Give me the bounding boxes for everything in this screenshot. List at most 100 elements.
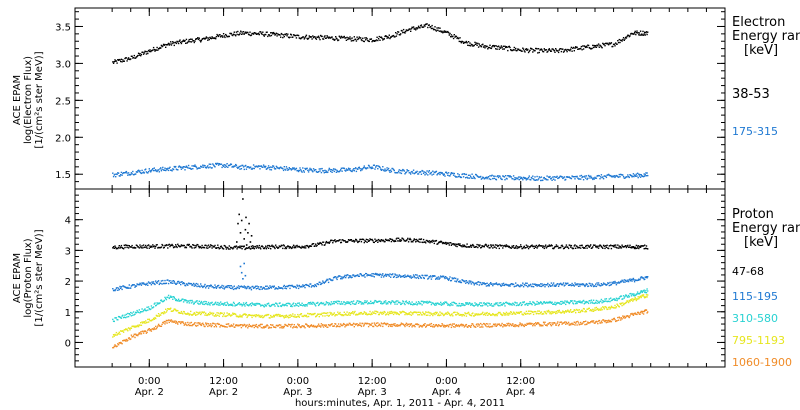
data-point bbox=[295, 287, 298, 289]
data-point bbox=[266, 313, 268, 316]
data-point bbox=[487, 305, 489, 307]
data-point bbox=[615, 284, 618, 286]
data-point bbox=[174, 246, 176, 248]
data-point bbox=[150, 308, 152, 310]
data-point bbox=[283, 35, 285, 38]
data-point bbox=[342, 314, 345, 317]
data-point bbox=[172, 244, 174, 247]
data-point bbox=[611, 299, 613, 301]
data-point bbox=[365, 240, 367, 243]
data-point bbox=[472, 304, 474, 306]
data-point bbox=[370, 300, 372, 302]
data-point bbox=[360, 303, 363, 305]
data-point bbox=[642, 245, 645, 247]
data-point bbox=[522, 286, 525, 288]
data-point bbox=[170, 41, 172, 43]
data-point bbox=[616, 299, 618, 302]
data-point bbox=[417, 303, 419, 305]
data-point bbox=[247, 166, 249, 168]
data-point bbox=[471, 173, 473, 175]
data-point bbox=[465, 177, 467, 179]
data-point bbox=[124, 329, 126, 331]
data-point bbox=[412, 169, 415, 171]
data-point bbox=[355, 170, 358, 173]
data-point bbox=[519, 176, 521, 178]
data-point bbox=[584, 301, 586, 303]
data-point bbox=[576, 302, 578, 305]
data-point bbox=[128, 284, 130, 286]
data-point bbox=[260, 316, 263, 318]
data-point bbox=[210, 37, 213, 40]
data-point bbox=[427, 278, 429, 280]
data-point bbox=[369, 302, 371, 305]
data-point bbox=[194, 322, 196, 324]
data-point bbox=[353, 311, 355, 314]
data-point bbox=[578, 301, 580, 303]
data-point bbox=[557, 177, 559, 180]
data-point bbox=[584, 311, 586, 313]
data-point bbox=[147, 172, 149, 174]
data-point bbox=[132, 247, 135, 249]
data-point bbox=[227, 285, 230, 287]
data-point bbox=[294, 314, 296, 316]
data-point bbox=[244, 32, 246, 34]
data-point bbox=[340, 169, 342, 171]
data-point bbox=[462, 304, 465, 306]
data-point bbox=[303, 284, 305, 287]
data-point bbox=[166, 169, 168, 171]
data-point bbox=[502, 245, 505, 247]
data-point bbox=[151, 246, 153, 248]
data-point bbox=[450, 242, 452, 244]
data-point bbox=[135, 247, 137, 249]
data-point bbox=[448, 313, 450, 315]
data-point bbox=[501, 46, 503, 48]
data-point bbox=[210, 323, 212, 325]
data-point bbox=[610, 42, 613, 44]
data-point bbox=[140, 324, 143, 326]
data-point bbox=[605, 306, 607, 308]
data-point bbox=[403, 302, 405, 305]
data-point bbox=[468, 280, 470, 282]
data-point bbox=[217, 162, 219, 165]
data-point bbox=[505, 175, 507, 177]
data-point bbox=[355, 239, 358, 241]
data-point bbox=[529, 310, 531, 312]
data-point bbox=[129, 329, 131, 331]
data-point bbox=[117, 59, 119, 61]
data-point bbox=[622, 245, 624, 248]
data-point bbox=[552, 282, 555, 284]
data-point bbox=[583, 303, 585, 305]
data-point bbox=[116, 173, 118, 176]
data-point bbox=[153, 167, 155, 169]
data-point bbox=[554, 311, 556, 313]
data-point bbox=[627, 300, 629, 303]
data-point bbox=[151, 319, 153, 321]
data-point bbox=[598, 46, 600, 48]
data-point bbox=[384, 301, 386, 304]
data-point bbox=[125, 340, 127, 342]
data-point bbox=[466, 176, 468, 178]
data-point bbox=[320, 242, 323, 245]
data-point bbox=[286, 35, 288, 37]
data-point bbox=[465, 315, 468, 317]
data-point bbox=[372, 167, 374, 169]
data-point bbox=[112, 346, 115, 349]
data-point bbox=[243, 168, 245, 171]
data-point bbox=[592, 302, 594, 304]
data-point bbox=[507, 284, 509, 286]
data-point bbox=[219, 34, 221, 36]
data-point bbox=[530, 303, 533, 305]
data-point bbox=[349, 301, 351, 304]
data-point bbox=[277, 305, 279, 307]
data-point bbox=[587, 245, 590, 247]
data-point bbox=[510, 283, 512, 286]
data-point bbox=[192, 40, 194, 42]
data-point bbox=[370, 167, 373, 170]
data-point bbox=[457, 243, 459, 245]
data-point bbox=[539, 285, 541, 287]
data-point bbox=[282, 304, 285, 306]
data-point bbox=[359, 313, 361, 315]
data-point bbox=[477, 244, 480, 246]
data-point bbox=[196, 243, 198, 246]
data-point bbox=[336, 278, 338, 281]
